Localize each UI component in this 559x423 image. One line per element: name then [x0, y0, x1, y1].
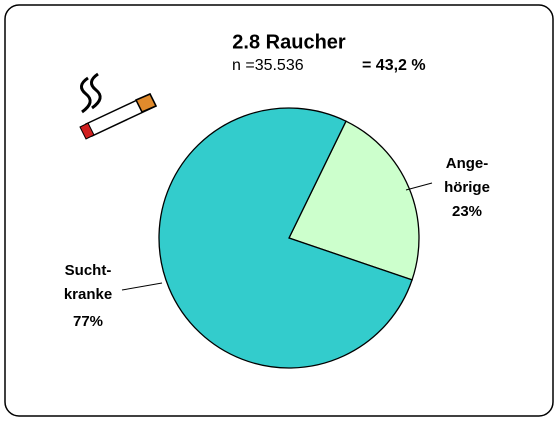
chart-subtitle: n =35.536	[232, 57, 304, 74]
slice-value-label: 23%	[451, 203, 483, 220]
chart-title: 2.8 Raucher	[232, 31, 346, 53]
slice-value-label: 77%	[72, 313, 104, 330]
pie	[158, 107, 420, 369]
leader-line	[121, 282, 163, 291]
cigarette-icon	[79, 72, 158, 140]
slice-label: Sucht- kranke	[63, 262, 113, 303]
slice-label: Ange- hörige	[444, 155, 490, 196]
leader-line	[405, 182, 433, 191]
pie-slice	[288, 120, 420, 281]
pie-slice	[158, 107, 413, 369]
annotation: = 43,2 %	[362, 57, 426, 74]
